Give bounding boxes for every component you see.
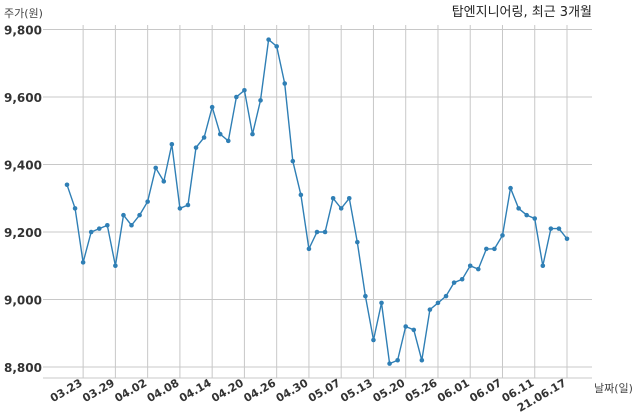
data-point <box>427 307 433 312</box>
data-point <box>137 212 142 218</box>
data-point <box>403 324 409 329</box>
x-tick-label: 04.14 <box>177 376 214 405</box>
series-line <box>66 38 568 365</box>
chart-title: 탑엔지니어링, 최근 3개월 <box>452 5 592 20</box>
data-point <box>88 229 94 235</box>
data-point <box>80 260 86 265</box>
data-point <box>443 293 449 299</box>
x-tick-label: 03.23 <box>48 376 85 405</box>
data-point <box>121 212 126 218</box>
data-point <box>258 98 263 103</box>
data-point <box>371 337 376 343</box>
data-point <box>153 165 159 171</box>
data-point <box>282 81 288 86</box>
data-point <box>64 182 70 188</box>
x-tick-label: 05.26 <box>403 376 440 405</box>
x-tick-label: 05.13 <box>338 376 375 405</box>
y-axis-title: 주가(원) <box>4 7 43 20</box>
data-point <box>193 145 199 150</box>
data-point <box>177 206 183 211</box>
data-point <box>556 226 562 231</box>
data-point <box>129 222 134 228</box>
grid <box>43 25 592 378</box>
data-point <box>266 37 271 42</box>
data-point <box>395 357 400 363</box>
data-point <box>379 300 384 306</box>
data-point <box>96 226 102 231</box>
y-tick-label: 9,400 <box>4 159 42 173</box>
x-tick-label: 04.02 <box>113 376 150 405</box>
price-series <box>64 37 570 366</box>
y-tick-label: 9,800 <box>4 24 42 38</box>
x-axis: 03.2303.2904.0204.0804.1404.2004.2604.30… <box>48 376 569 415</box>
data-point <box>217 131 223 137</box>
x-tick-label: 04.08 <box>145 376 182 405</box>
data-point <box>330 195 336 201</box>
x-tick-label: 04.20 <box>209 376 246 405</box>
data-point <box>72 206 78 211</box>
data-point <box>113 263 118 269</box>
y-tick-label: 9,600 <box>4 91 42 105</box>
data-point <box>209 104 215 110</box>
data-point <box>298 192 304 198</box>
data-point <box>185 202 191 208</box>
data-point <box>322 229 328 235</box>
x-tick-label: 06.01 <box>435 376 472 405</box>
data-point <box>564 236 570 242</box>
data-point <box>411 327 417 333</box>
data-point <box>548 226 554 231</box>
y-tick-label: 9,200 <box>4 226 42 240</box>
data-point <box>234 94 239 100</box>
data-point <box>274 44 279 49</box>
data-point <box>225 138 231 144</box>
x-tick-label: 05.20 <box>371 376 408 405</box>
data-point <box>508 185 513 191</box>
data-point <box>419 357 425 363</box>
x-tick-label: 04.30 <box>274 376 311 405</box>
data-point <box>314 229 320 235</box>
data-point <box>516 206 521 211</box>
data-point <box>306 246 312 252</box>
data-point <box>524 212 529 218</box>
data-point <box>532 216 538 221</box>
data-point <box>484 246 489 252</box>
data-point <box>435 300 441 306</box>
x-tick-label: 04.26 <box>242 376 279 405</box>
x-tick-label: 06.07 <box>467 376 504 405</box>
x-tick-label: 03.29 <box>80 376 117 405</box>
y-tick-label: 9,000 <box>4 294 42 308</box>
data-point <box>500 233 505 238</box>
data-point <box>201 135 207 140</box>
data-point <box>250 131 255 137</box>
data-point <box>346 195 352 201</box>
data-point <box>475 266 481 272</box>
data-point <box>355 239 360 245</box>
x-axis-title: 날짜(일) <box>594 381 633 395</box>
data-point <box>145 199 150 204</box>
data-point <box>540 263 546 269</box>
y-tick-label: 8,800 <box>4 361 42 375</box>
data-point <box>451 280 457 285</box>
data-point <box>105 222 110 228</box>
data-point <box>363 293 368 299</box>
data-point <box>242 87 247 93</box>
y-axis: 8,800 9,000 9,200 9,400 9,600 9,800 <box>4 24 42 376</box>
data-point <box>161 179 167 184</box>
data-point <box>387 361 392 366</box>
data-point <box>492 246 497 252</box>
x-tick-label: 05.07 <box>306 376 343 405</box>
data-point <box>467 263 473 269</box>
data-point <box>459 276 465 282</box>
data-point <box>290 158 296 164</box>
data-point <box>169 141 175 147</box>
data-point <box>338 206 344 211</box>
